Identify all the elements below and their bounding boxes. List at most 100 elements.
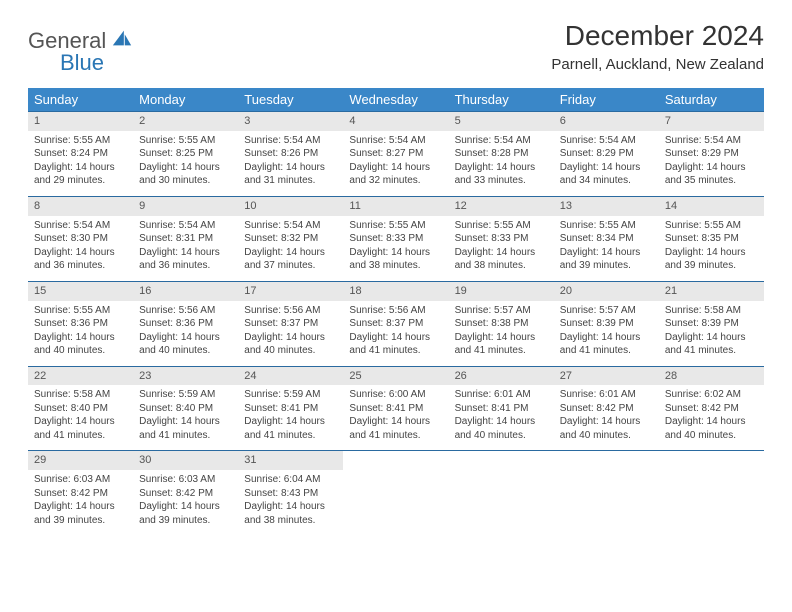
day-line-d1: Daylight: 14 hours (34, 500, 127, 514)
day-content-cell: Sunrise: 5:55 AMSunset: 8:36 PMDaylight:… (28, 301, 133, 367)
day-line-ss: Sunset: 8:32 PM (244, 232, 337, 246)
day-content-row: Sunrise: 6:03 AMSunset: 8:42 PMDaylight:… (28, 470, 764, 535)
day-line-d2: and 31 minutes. (244, 174, 337, 188)
day-number: 23 (139, 370, 151, 382)
day-number-cell: 13 (554, 196, 659, 215)
day-number-cell: 23 (133, 366, 238, 385)
day-line-sr: Sunrise: 6:04 AM (244, 473, 337, 487)
day-line-ss: Sunset: 8:42 PM (139, 487, 232, 501)
day-content-cell: Sunrise: 5:54 AMSunset: 8:26 PMDaylight:… (238, 131, 343, 197)
day-line-ss: Sunset: 8:39 PM (665, 317, 758, 331)
day-line-d1: Daylight: 14 hours (34, 331, 127, 345)
day-number-cell: 15 (28, 281, 133, 300)
day-number-cell: 9 (133, 196, 238, 215)
day-line-sr: Sunrise: 6:00 AM (349, 388, 442, 402)
day-number-cell: 18 (343, 281, 448, 300)
day-line-d1: Daylight: 14 hours (139, 500, 232, 514)
day-line-sr: Sunrise: 5:55 AM (139, 134, 232, 148)
day-line-sr: Sunrise: 5:54 AM (34, 219, 127, 233)
day-line-d2: and 40 minutes. (139, 344, 232, 358)
weekday-header: Thursday (449, 88, 554, 112)
day-line-sr: Sunrise: 5:54 AM (139, 219, 232, 233)
day-line-d2: and 36 minutes. (34, 259, 127, 273)
day-content-cell: Sunrise: 5:56 AMSunset: 8:37 PMDaylight:… (238, 301, 343, 367)
day-line-ss: Sunset: 8:41 PM (455, 402, 548, 416)
day-line-d2: and 36 minutes. (139, 259, 232, 273)
day-line-sr: Sunrise: 5:54 AM (455, 134, 548, 148)
day-line-ss: Sunset: 8:42 PM (665, 402, 758, 416)
day-line-d2: and 38 minutes. (349, 259, 442, 273)
day-line-sr: Sunrise: 5:55 AM (34, 134, 127, 148)
day-content-cell (659, 470, 764, 535)
day-line-d1: Daylight: 14 hours (455, 161, 548, 175)
day-line-ss: Sunset: 8:25 PM (139, 147, 232, 161)
day-number-cell: 19 (449, 281, 554, 300)
day-line-d1: Daylight: 14 hours (665, 246, 758, 260)
day-line-ss: Sunset: 8:31 PM (139, 232, 232, 246)
day-content-cell: Sunrise: 5:54 AMSunset: 8:29 PMDaylight:… (659, 131, 764, 197)
day-line-sr: Sunrise: 5:58 AM (665, 304, 758, 318)
weekday-header: Friday (554, 88, 659, 112)
day-line-ss: Sunset: 8:29 PM (560, 147, 653, 161)
day-line-ss: Sunset: 8:35 PM (665, 232, 758, 246)
day-number: 22 (34, 370, 46, 382)
day-content-cell (554, 470, 659, 535)
day-line-d1: Daylight: 14 hours (455, 415, 548, 429)
day-content-cell: Sunrise: 6:04 AMSunset: 8:43 PMDaylight:… (238, 470, 343, 535)
day-line-sr: Sunrise: 5:59 AM (244, 388, 337, 402)
weekday-header: Tuesday (238, 88, 343, 112)
day-line-d2: and 39 minutes. (139, 514, 232, 528)
day-content-row: Sunrise: 5:55 AMSunset: 8:36 PMDaylight:… (28, 301, 764, 367)
day-number-cell: 3 (238, 112, 343, 131)
day-line-sr: Sunrise: 5:56 AM (139, 304, 232, 318)
weekday-header: Saturday (659, 88, 764, 112)
day-line-d2: and 34 minutes. (560, 174, 653, 188)
day-line-d1: Daylight: 14 hours (560, 331, 653, 345)
day-content-cell: Sunrise: 6:01 AMSunset: 8:42 PMDaylight:… (554, 385, 659, 451)
day-line-d1: Daylight: 14 hours (244, 161, 337, 175)
day-line-sr: Sunrise: 5:54 AM (665, 134, 758, 148)
day-number-cell (449, 451, 554, 470)
day-line-d2: and 33 minutes. (455, 174, 548, 188)
day-line-ss: Sunset: 8:24 PM (34, 147, 127, 161)
day-line-d1: Daylight: 14 hours (560, 161, 653, 175)
day-line-ss: Sunset: 8:33 PM (349, 232, 442, 246)
day-line-sr: Sunrise: 5:55 AM (665, 219, 758, 233)
day-number-cell: 28 (659, 366, 764, 385)
day-line-sr: Sunrise: 6:01 AM (455, 388, 548, 402)
day-line-d1: Daylight: 14 hours (244, 331, 337, 345)
day-line-sr: Sunrise: 5:55 AM (455, 219, 548, 233)
day-content-row: Sunrise: 5:58 AMSunset: 8:40 PMDaylight:… (28, 385, 764, 451)
day-line-d1: Daylight: 14 hours (139, 161, 232, 175)
location: Parnell, Auckland, New Zealand (551, 56, 764, 73)
day-line-d1: Daylight: 14 hours (455, 331, 548, 345)
day-line-d1: Daylight: 14 hours (244, 500, 337, 514)
logo-sail-icon (111, 28, 133, 48)
day-line-sr: Sunrise: 5:58 AM (34, 388, 127, 402)
day-line-ss: Sunset: 8:29 PM (665, 147, 758, 161)
day-line-sr: Sunrise: 6:03 AM (34, 473, 127, 487)
day-number: 10 (244, 200, 256, 212)
day-number: 9 (139, 200, 145, 212)
day-line-d1: Daylight: 14 hours (244, 246, 337, 260)
logo-word-blue: Blue (60, 50, 133, 76)
day-line-d1: Daylight: 14 hours (665, 331, 758, 345)
day-number-cell (554, 451, 659, 470)
day-content-cell: Sunrise: 5:55 AMSunset: 8:34 PMDaylight:… (554, 216, 659, 282)
day-content-cell: Sunrise: 5:55 AMSunset: 8:25 PMDaylight:… (133, 131, 238, 197)
day-number: 8 (34, 200, 40, 212)
weekday-header-row: Sunday Monday Tuesday Wednesday Thursday… (28, 88, 764, 112)
day-line-sr: Sunrise: 5:56 AM (244, 304, 337, 318)
day-line-ss: Sunset: 8:43 PM (244, 487, 337, 501)
day-line-sr: Sunrise: 5:57 AM (455, 304, 548, 318)
day-number: 30 (139, 454, 151, 466)
day-number: 5 (455, 115, 461, 127)
day-number-cell (659, 451, 764, 470)
day-line-ss: Sunset: 8:38 PM (455, 317, 548, 331)
day-number-cell: 5 (449, 112, 554, 131)
day-number-cell: 25 (343, 366, 448, 385)
day-line-ss: Sunset: 8:36 PM (139, 317, 232, 331)
day-number: 15 (34, 285, 46, 297)
day-number: 25 (349, 370, 361, 382)
day-content-cell: Sunrise: 6:03 AMSunset: 8:42 PMDaylight:… (28, 470, 133, 535)
